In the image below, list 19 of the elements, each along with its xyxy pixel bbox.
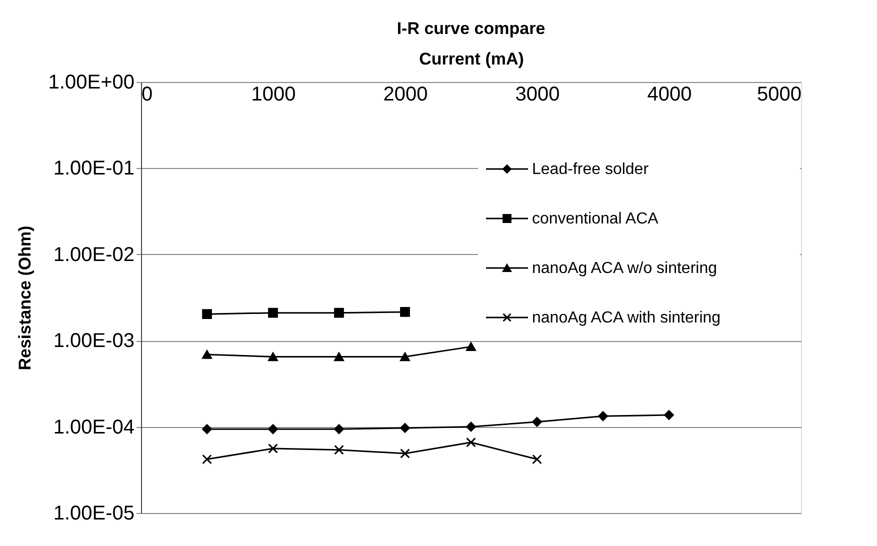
y-tick-label: 1.00E-01 (53, 158, 134, 180)
legend-label: conventional ACA (532, 210, 659, 228)
chart-title: I-R curve compare (396, 19, 546, 38)
legend-label: Lead-free solder (532, 161, 650, 178)
legend-label: nanoAg ACA with sintering (532, 310, 721, 326)
x-axis-title: Current (mA) (419, 50, 524, 68)
x-tick-label: 2000 (383, 84, 428, 106)
y-tick-label: 1.00E-02 (53, 244, 134, 266)
x-tick-label: 0 (142, 84, 153, 106)
x-tick-label: 5000 (757, 84, 802, 106)
y-tick-label: 1.00E-05 (53, 502, 134, 524)
legend-label: nanoAg ACA w/o sintering (532, 260, 718, 277)
x-tick-label: 4000 (647, 84, 692, 106)
y-tick-label: 1.00E-03 (53, 330, 134, 352)
x-tick-label: 1000 (251, 84, 296, 106)
y-tick-label: 1.00E+00 (48, 72, 134, 94)
y-axis-title: Resistance (Ohm) (15, 226, 34, 370)
y-tick-label: 1.00E-04 (53, 416, 134, 438)
x-tick-label: 3000 (515, 84, 560, 106)
